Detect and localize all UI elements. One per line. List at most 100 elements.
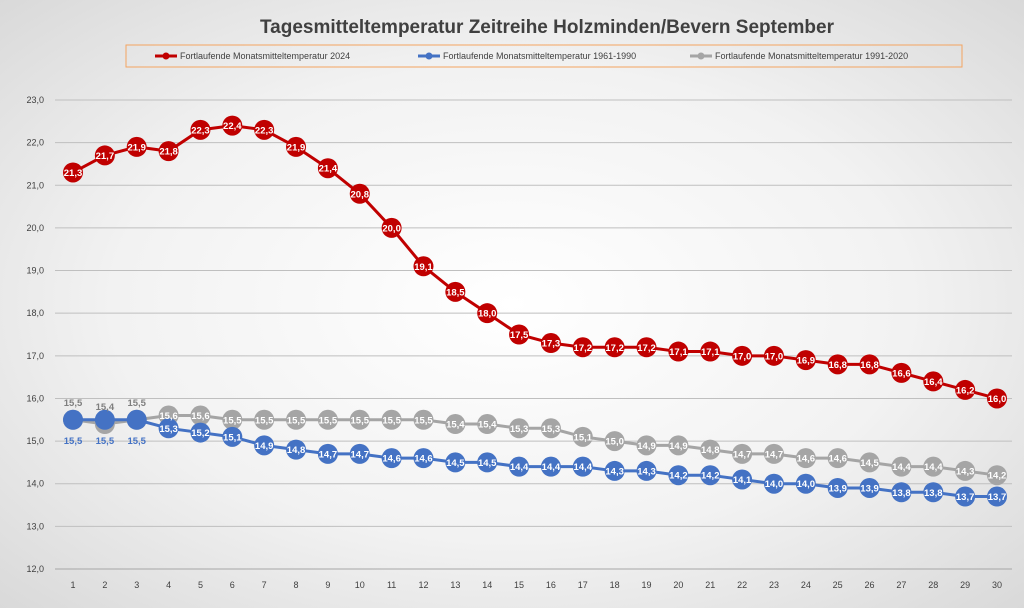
x-tick-label: 14 [482,580,492,590]
x-tick-label: 4 [166,580,171,590]
data-label: 18,5 [446,287,465,298]
y-tick-label: 15,0 [26,436,44,446]
data-point [891,482,912,503]
data-point [381,448,402,469]
data-point [604,431,625,452]
data-label: 21,8 [159,147,178,158]
data-point [668,435,689,456]
data-point [222,426,243,447]
data-point [254,119,275,140]
data-point [891,456,912,477]
x-tick-label: 12 [418,580,428,590]
series-line [73,418,997,499]
data-label: 22,3 [191,125,210,136]
legend-entry: Fortlaufende Monatsmitteltemperatur 1961… [443,51,636,61]
data-point [572,337,593,358]
y-tick-label: 22,0 [26,138,44,148]
data-point [222,115,243,136]
data-label: 14,8 [287,445,306,456]
series-group: 15,5 15,4 15,5 15,6 15,6 15,5 15,5 15,5 15,5 15,5… [63,115,1007,507]
data-point [955,486,976,507]
series-line [72,124,998,400]
data-label: 14,9 [637,441,656,452]
data-point [827,448,848,469]
data-point [349,409,370,430]
data-point [317,409,338,430]
data-point [572,456,593,477]
data-point [955,460,976,481]
data-label: 16,4 [924,377,943,388]
data-point [222,409,243,430]
data-label: 15,5 [414,415,433,426]
data-label: 14,6 [828,454,847,465]
data-point [604,337,625,358]
x-tick-label: 27 [896,580,906,590]
data-label: 21,3 [64,168,83,179]
y-tick-label: 17,0 [26,351,44,361]
data-label: 15,5 [127,436,146,447]
data-point [859,477,880,498]
gridlines [55,99,1012,570]
data-point [317,443,338,464]
y-tick-label: 21,0 [26,180,44,190]
data-label: 13,8 [924,488,943,499]
data-label: 14,6 [414,454,433,465]
data-point [413,409,434,430]
series-1991-2020 [63,405,1007,486]
data-point [540,333,561,354]
data-point [987,388,1007,409]
data-point [668,341,689,362]
data-point [827,477,848,498]
data-label: 14,6 [382,454,401,465]
data-point [955,379,976,400]
data-point [732,345,753,366]
data-label: 17,1 [701,347,720,358]
data-point [126,136,147,157]
x-tick-label: 17 [578,580,588,590]
y-tick-label: 19,0 [26,266,44,276]
data-point [859,354,880,375]
y-tick-label: 14,0 [26,479,44,489]
x-tick-label: 10 [355,580,365,590]
data-label: 15,1 [223,432,242,443]
data-label: 16,9 [797,356,816,367]
data-point [286,439,307,460]
data-label: 15,4 [96,402,115,413]
data-label: 16,8 [860,360,879,371]
data-label: 15,5 [351,415,370,426]
data-label: 14,4 [510,462,529,473]
data-point [859,452,880,473]
legend-marker [162,52,170,60]
data-label: 13,8 [892,488,911,499]
data-label: 21,4 [319,164,338,175]
x-tick-label: 15 [514,580,524,590]
data-point [158,418,179,439]
data-label: 15,3 [510,424,529,435]
x-tick-label: 13 [450,580,460,590]
data-point [94,409,115,430]
data-point [445,414,466,435]
data-point [445,452,466,473]
data-point [190,422,211,443]
data-label: 14,4 [542,462,561,473]
data-label: 14,6 [797,454,816,465]
data-point [190,405,211,426]
x-tick-label: 7 [262,580,267,590]
data-label: 14,4 [574,462,593,473]
data-label: 16,0 [988,394,1007,405]
data-label: 14,0 [797,479,816,490]
legend-marker [425,52,433,60]
y-axis: 12,0 13,0 14,0 15,0 16,0 17,0 18,0 19,0 20,0 21,0… [26,95,44,574]
data-label: 17,0 [765,351,784,362]
x-tick-label: 19 [642,580,652,590]
data-point [477,452,498,473]
data-point [126,409,147,430]
data-point [445,281,466,302]
x-tick-label: 26 [865,580,875,590]
data-label: 17,1 [669,347,688,358]
x-tick-label: 2 [102,580,107,590]
x-axis: 1 2 3 4 5 6 7 8 9 10 11 12 13 14 15 16 17 18 19 20 21 22 23 24 2… [70,580,1002,590]
data-label: 17,3 [542,339,561,350]
data-point [795,448,816,469]
data-label: 15,5 [287,415,306,426]
